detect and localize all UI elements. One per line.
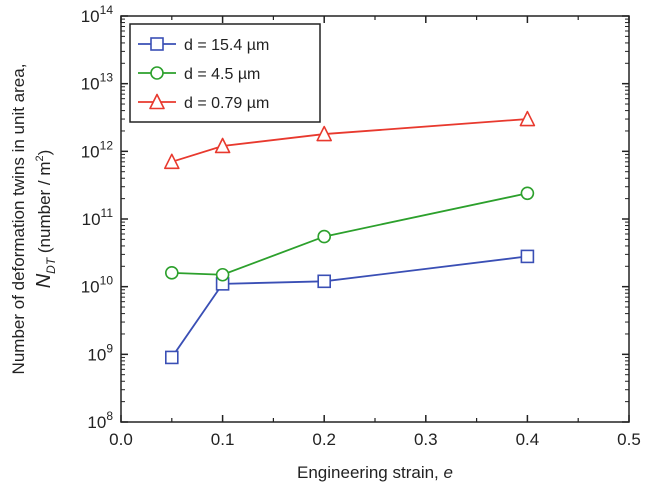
legend-label: d = 0.79 µm xyxy=(184,95,269,112)
data-point xyxy=(215,267,230,282)
legend-marker xyxy=(150,66,164,80)
series-layer xyxy=(164,110,536,365)
legend-label: d = 15.4 µm xyxy=(184,37,269,54)
data-point xyxy=(164,153,180,170)
x-tick-label: 0.5 xyxy=(617,430,641,449)
legend-entry: d = 0.79 µm xyxy=(138,93,269,112)
y-axis-label-line1: Number of deformation twins in unit area… xyxy=(9,64,28,375)
y-tick-label: 1013 xyxy=(81,71,114,94)
series-2 xyxy=(165,186,535,282)
series-1 xyxy=(165,249,535,365)
y-axis: 108 109 1010 1011 1012 1013 1014 xyxy=(81,3,629,432)
x-axis: 0.0 0.1 0.2 0.3 0.4 0.5 xyxy=(109,16,641,449)
x-tick-label: 0.3 xyxy=(414,430,438,449)
x-tick-label: 0.4 xyxy=(516,430,540,449)
y-tick-label: 1014 xyxy=(81,3,114,26)
y-axis-label-line2: NDT (number / m2) xyxy=(33,150,58,289)
legend-marker xyxy=(150,37,164,51)
legend-entry: d = 4.5 µm xyxy=(138,66,260,83)
data-point xyxy=(520,186,535,201)
series-3 xyxy=(164,110,536,170)
series-line xyxy=(171,255,528,358)
y-tick-label: 1010 xyxy=(81,274,114,297)
x-tick-label: 0.2 xyxy=(312,430,336,449)
data-point xyxy=(316,125,333,142)
data-point xyxy=(317,229,332,244)
data-point xyxy=(165,350,179,365)
legend-marker xyxy=(149,93,165,110)
y-tick-label: 109 xyxy=(87,341,113,364)
legend: d = 15.4 µm d = 4.5 µm d = 0.79 µm xyxy=(129,23,321,123)
series-line xyxy=(171,192,528,276)
series-line xyxy=(171,118,528,163)
x-tick-label: 0.1 xyxy=(211,430,235,449)
x-axis-label: Engineering strain, e xyxy=(297,463,453,482)
data-point xyxy=(520,249,535,264)
x-tick-label: 0.0 xyxy=(109,430,133,449)
legend-label: d = 4.5 µm xyxy=(184,66,260,83)
data-point xyxy=(317,274,332,289)
legend-entry: d = 15.4 µm xyxy=(138,37,269,54)
y-tick-label: 1012 xyxy=(81,138,114,161)
y-tick-label: 108 xyxy=(87,409,113,432)
data-point xyxy=(519,110,536,127)
y-tick-label: 1011 xyxy=(82,206,114,229)
data-point xyxy=(214,137,231,154)
data-point xyxy=(165,266,179,280)
